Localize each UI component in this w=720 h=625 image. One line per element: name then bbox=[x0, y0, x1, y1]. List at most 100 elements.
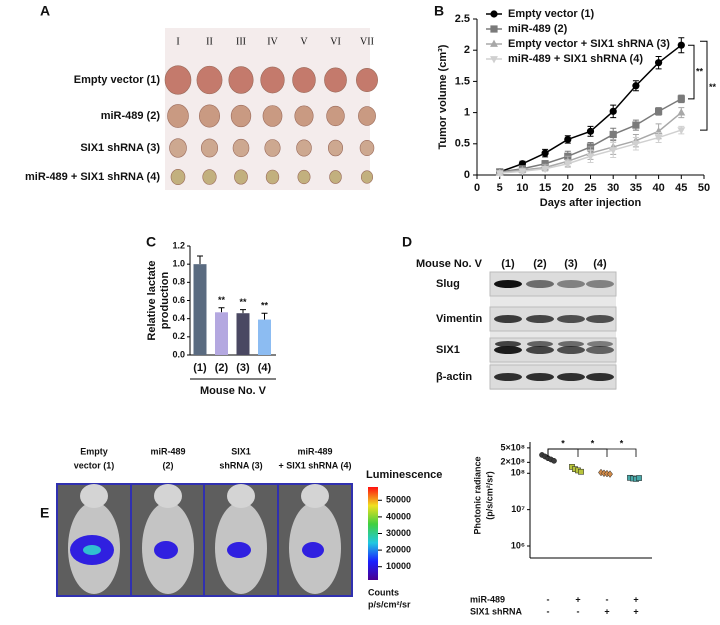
tumor bbox=[228, 66, 254, 94]
x-tick-label: (4) bbox=[258, 362, 272, 374]
tumor bbox=[230, 104, 252, 128]
column-label: III bbox=[236, 36, 246, 47]
band bbox=[494, 315, 522, 323]
signal-core bbox=[83, 545, 101, 555]
image-header: miR-489 bbox=[297, 446, 332, 456]
blot-header: Mouse No. V bbox=[416, 258, 483, 270]
y-tick-label: 0.2 bbox=[172, 331, 185, 341]
tumor bbox=[234, 169, 248, 185]
tumor bbox=[360, 170, 374, 184]
marker bbox=[636, 475, 642, 481]
image-header: miR-489 bbox=[150, 446, 185, 456]
tumor bbox=[167, 104, 189, 128]
tumor bbox=[294, 105, 314, 127]
colorbar-tick-label: 40000 bbox=[386, 511, 411, 521]
band bbox=[557, 315, 585, 323]
band bbox=[527, 341, 553, 347]
annotation: ** bbox=[696, 66, 704, 76]
error-bar bbox=[240, 309, 246, 314]
marker bbox=[563, 160, 572, 169]
tumor bbox=[232, 138, 250, 158]
significance: ** bbox=[218, 295, 226, 305]
y-tick-label: 5×10⁸ bbox=[500, 442, 525, 452]
significance: * bbox=[561, 438, 565, 448]
band bbox=[557, 373, 585, 381]
y-tick-label: 10⁷ bbox=[511, 504, 525, 514]
signal bbox=[154, 541, 178, 559]
y-tick-label: 0.6 bbox=[172, 295, 185, 305]
x-tick-label: - bbox=[547, 606, 550, 616]
y-tick-label: 1 bbox=[464, 107, 470, 119]
colorbar-tick-label: 10000 bbox=[386, 561, 411, 571]
band bbox=[557, 280, 585, 288]
column-label: VII bbox=[360, 36, 374, 47]
tumor bbox=[297, 169, 311, 185]
tumor bbox=[202, 169, 217, 185]
blot-row-label: SIX1 bbox=[436, 344, 460, 356]
x-tick-label: - bbox=[577, 606, 580, 616]
colorbar bbox=[368, 487, 378, 580]
blot-row-label: Vimentin bbox=[436, 313, 483, 325]
marker bbox=[586, 153, 595, 161]
tumor bbox=[326, 105, 345, 127]
tumor bbox=[264, 139, 281, 157]
significance: ** bbox=[239, 297, 247, 307]
tumor bbox=[324, 67, 347, 93]
marker bbox=[495, 170, 504, 178]
panel-label: E bbox=[40, 505, 49, 521]
x-tick-label: + bbox=[633, 606, 638, 616]
y-axis-label: Tumor volume (cm³) bbox=[437, 44, 449, 149]
y-tick-label: 10⁸ bbox=[511, 468, 525, 478]
marker bbox=[578, 468, 584, 475]
x-tick-label: + bbox=[575, 594, 580, 604]
marker bbox=[677, 127, 686, 135]
x-tick-label: 35 bbox=[630, 182, 642, 194]
row-label: miR-489 bbox=[470, 594, 505, 604]
significance: ** bbox=[261, 301, 269, 311]
x-tick-label: + bbox=[633, 594, 638, 604]
x-tick-label: + bbox=[604, 606, 609, 616]
x-tick-label: (2) bbox=[215, 362, 229, 374]
y-tick-label: 2.5 bbox=[455, 13, 470, 25]
colorbar-tick-label: 20000 bbox=[386, 544, 411, 554]
mouse-head bbox=[227, 484, 255, 508]
x-tick-label: 10 bbox=[516, 182, 528, 194]
lane-label: (4) bbox=[593, 258, 607, 270]
band bbox=[587, 341, 613, 347]
marker bbox=[654, 134, 663, 142]
marker bbox=[490, 39, 498, 47]
bar bbox=[215, 312, 228, 355]
marker bbox=[677, 95, 685, 103]
marker bbox=[609, 130, 617, 139]
bracket bbox=[547, 448, 637, 457]
y-axis-label: Photonic radiance bbox=[472, 456, 482, 534]
band bbox=[526, 315, 554, 323]
y-tick-label: 1.2 bbox=[172, 240, 185, 250]
y-axis-label: production bbox=[159, 272, 171, 330]
marker bbox=[586, 127, 595, 135]
colorbar-unit: p/s/cm²/sr bbox=[368, 599, 411, 609]
band bbox=[586, 315, 614, 323]
legend-label: Empty vector (1) bbox=[508, 8, 595, 20]
marker bbox=[609, 107, 617, 115]
x-tick-label: 25 bbox=[584, 182, 596, 194]
legend-label: Empty vector + SIX1 shRNA (3) bbox=[508, 38, 670, 50]
bracket bbox=[700, 40, 708, 131]
image-header: + SIX1 shRNA (4) bbox=[279, 460, 352, 470]
x-tick-label: 5 bbox=[497, 182, 503, 194]
band bbox=[526, 346, 554, 354]
marker bbox=[609, 147, 618, 155]
x-axis-label: Days after injection bbox=[540, 197, 642, 209]
band bbox=[586, 373, 614, 381]
y-tick-label: 1.5 bbox=[455, 75, 470, 87]
row-label: miR-489 (2) bbox=[101, 110, 161, 122]
y-tick-label: 1.0 bbox=[172, 259, 185, 269]
panel-label: B bbox=[434, 3, 444, 19]
bar bbox=[258, 319, 271, 355]
bar bbox=[236, 313, 250, 355]
image-header: SIX1 bbox=[231, 446, 251, 456]
tumor bbox=[199, 104, 220, 128]
image-header: (2) bbox=[163, 460, 174, 470]
y-axis-label: (p/s/cm²/sr) bbox=[484, 471, 494, 520]
